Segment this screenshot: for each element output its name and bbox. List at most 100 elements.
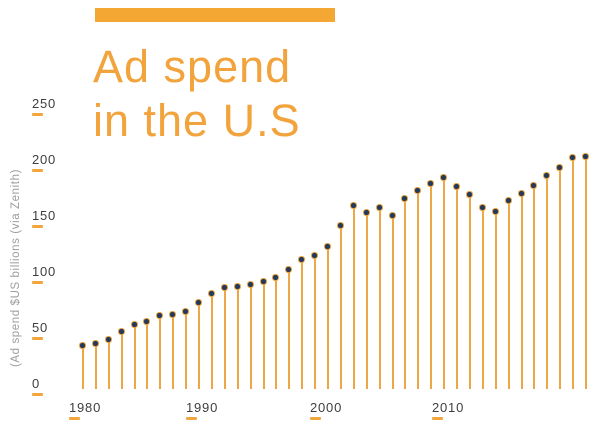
- chart-title-line1: Ad spend: [93, 41, 292, 92]
- lollipop-stem: [146, 322, 149, 389]
- y-axis-title: (Ad spend $US billions (via Zenith): [10, 168, 22, 368]
- lollipop-stem: [82, 345, 84, 389]
- chart-title-line2: in the U.S: [93, 95, 301, 146]
- lollipop-stem: [404, 199, 407, 389]
- lollipop-dot: [195, 299, 203, 307]
- x-tick-label: 2010: [432, 400, 464, 420]
- lollipop-stem: [198, 303, 201, 389]
- lollipop-stem: [481, 208, 484, 389]
- lollipop-dot: [259, 278, 267, 286]
- lollipop-dot: [582, 152, 589, 160]
- y-tick-dash: [32, 169, 43, 172]
- lollipop-dot: [543, 171, 551, 179]
- title-accent-bar: [95, 8, 335, 22]
- lollipop-stem: [585, 156, 587, 389]
- lollipop-dot: [556, 163, 564, 171]
- lollipop-stem: [417, 191, 420, 389]
- lollipop-stem: [249, 285, 252, 389]
- y-tick-label: 50: [32, 320, 48, 340]
- lollipop-dot: [298, 255, 306, 263]
- y-tick-label: 100: [32, 264, 56, 284]
- lollipop-dot: [91, 339, 99, 347]
- lollipop-dot: [311, 252, 319, 260]
- lollipop-dot: [207, 290, 215, 298]
- y-tick-dash: [32, 393, 43, 396]
- lollipop-stem: [133, 324, 136, 389]
- lollipop-dot: [478, 204, 486, 212]
- lollipop-stem: [301, 259, 304, 389]
- lollipop-stem: [107, 340, 110, 389]
- lollipop-stem: [314, 256, 317, 389]
- lollipop-dot: [504, 197, 512, 205]
- lollipop-stem: [172, 314, 175, 389]
- lollipop-dot: [440, 173, 448, 181]
- y-tick-label: 150: [32, 208, 56, 228]
- lollipop-stem: [223, 287, 226, 389]
- lollipop-stem: [288, 269, 291, 389]
- lollipop-dot: [272, 273, 280, 281]
- lollipop-stem: [262, 282, 265, 389]
- lollipop-dot: [517, 189, 525, 197]
- lollipop-stem: [430, 183, 433, 389]
- lollipop-dot: [117, 328, 125, 336]
- lollipop-stem: [456, 186, 459, 389]
- lollipop-stem: [468, 194, 471, 389]
- lollipop-stem: [572, 157, 575, 389]
- lollipop-stem: [378, 208, 381, 389]
- y-tick-label: 200: [32, 152, 56, 172]
- lollipop-stem: [391, 216, 394, 389]
- lollipop-stem: [339, 226, 342, 389]
- lollipop-dot: [453, 182, 461, 190]
- lollipop-stem: [443, 177, 446, 389]
- x-tick-label: 1990: [186, 400, 218, 420]
- lollipop-dot: [285, 265, 293, 273]
- lollipop-dot: [246, 281, 254, 289]
- lollipop-dot: [401, 195, 409, 203]
- lollipop-stem: [533, 185, 536, 389]
- lollipop-dot: [182, 308, 190, 316]
- lollipop-dot: [220, 283, 228, 291]
- x-tick-dash: [69, 417, 80, 420]
- lollipop-stem: [327, 247, 330, 389]
- chart-title: Ad spend in the U.S: [93, 40, 413, 148]
- lollipop-dot: [130, 320, 138, 328]
- lollipop-stem: [546, 175, 549, 389]
- lollipop-dot: [375, 204, 383, 212]
- lollipop-stem: [559, 167, 562, 389]
- lollipop-dot: [79, 341, 86, 349]
- x-tick-dash: [310, 417, 321, 420]
- lollipop-stem: [352, 205, 355, 389]
- lollipop-stem: [120, 332, 123, 389]
- lollipop-dot: [362, 208, 370, 216]
- lollipop-stem: [210, 294, 213, 389]
- lollipop-dot: [156, 311, 164, 319]
- lollipop-dot: [388, 212, 396, 219]
- lollipop-dot: [427, 179, 435, 187]
- lollipop-stem: [236, 286, 239, 389]
- lollipop-stem: [507, 201, 510, 389]
- lollipop-stem: [159, 315, 162, 389]
- y-tick-dash: [32, 337, 43, 340]
- y-tick-label: 0: [32, 376, 43, 396]
- y-tick-dash: [32, 113, 43, 116]
- lollipop-stem: [520, 193, 523, 389]
- lollipop-stem: [494, 211, 497, 389]
- lollipop-dot: [569, 153, 577, 161]
- x-tick-label: 1980: [69, 400, 101, 420]
- lollipop-stem: [365, 212, 368, 389]
- lollipop-dot: [233, 282, 241, 290]
- lollipop-dot: [169, 310, 177, 318]
- lollipop-dot: [465, 190, 473, 198]
- y-tick-dash: [32, 281, 43, 284]
- lollipop-dot: [491, 207, 499, 215]
- y-tick-label: 250: [32, 96, 56, 116]
- y-tick-dash: [32, 225, 43, 228]
- lollipop-dot: [336, 222, 344, 230]
- lollipop-dot: [143, 318, 151, 326]
- x-tick-label: 2000: [310, 400, 342, 420]
- x-tick-dash: [186, 417, 197, 420]
- lollipop-stem: [94, 343, 97, 389]
- lollipop-stem: [185, 312, 188, 389]
- lollipop-stem: [275, 277, 278, 389]
